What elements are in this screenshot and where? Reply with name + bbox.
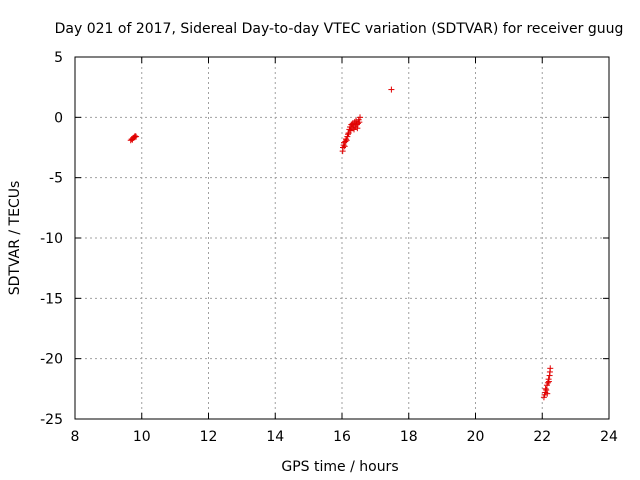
y-tick-label: -15: [40, 291, 63, 307]
data-point-marker: [543, 387, 550, 394]
tick-labels: 8 10 12 14 16 18 20 22 24 5 0 -5 -10 -15 -20 -25: [40, 50, 618, 445]
data-point-marker: [133, 133, 140, 140]
chart-title: Day 021 of 2017, Sidereal Day-to-day VTE…: [55, 21, 624, 37]
data-point-marker: [545, 378, 552, 385]
y-tick-label: -5: [49, 171, 63, 187]
data-point-marker: [547, 365, 554, 372]
x-axis-label: GPS time / hours: [281, 459, 398, 475]
y-tick-label: 5: [54, 50, 63, 66]
x-tick-label: 14: [266, 429, 284, 445]
data-point-marker: [357, 114, 364, 121]
x-tick-label: 24: [600, 429, 618, 445]
data-point-marker: [345, 131, 352, 138]
data-point-marker: [356, 119, 363, 126]
x-tick-label: 10: [133, 429, 151, 445]
y-tick-label: -25: [40, 412, 63, 428]
data-point-marker: [132, 133, 139, 140]
y-axis-label: SDTVAR / TECUs: [7, 181, 23, 296]
data-point-marker: [354, 125, 361, 132]
axis-ticks: [74, 56, 610, 420]
x-tick-label: 20: [467, 429, 485, 445]
data-point-marker: [355, 120, 362, 127]
x-tick-label: 8: [71, 429, 80, 445]
grid-lines: [75, 57, 609, 419]
data-point-marker: [544, 379, 551, 386]
data-point-marker: [343, 137, 350, 144]
x-tick-label: 22: [533, 429, 551, 445]
x-tick-label: 18: [400, 429, 418, 445]
data-point-marker: [542, 385, 549, 392]
data-points: [127, 86, 554, 401]
y-tick-label: -10: [40, 231, 63, 247]
x-tick-label: 12: [200, 429, 218, 445]
data-point-marker: [341, 143, 348, 150]
data-point-marker: [388, 86, 395, 93]
x-tick-label: 16: [333, 429, 351, 445]
y-tick-label: 0: [54, 110, 63, 126]
data-point-marker: [544, 390, 551, 397]
y-tick-label: -20: [40, 352, 63, 368]
